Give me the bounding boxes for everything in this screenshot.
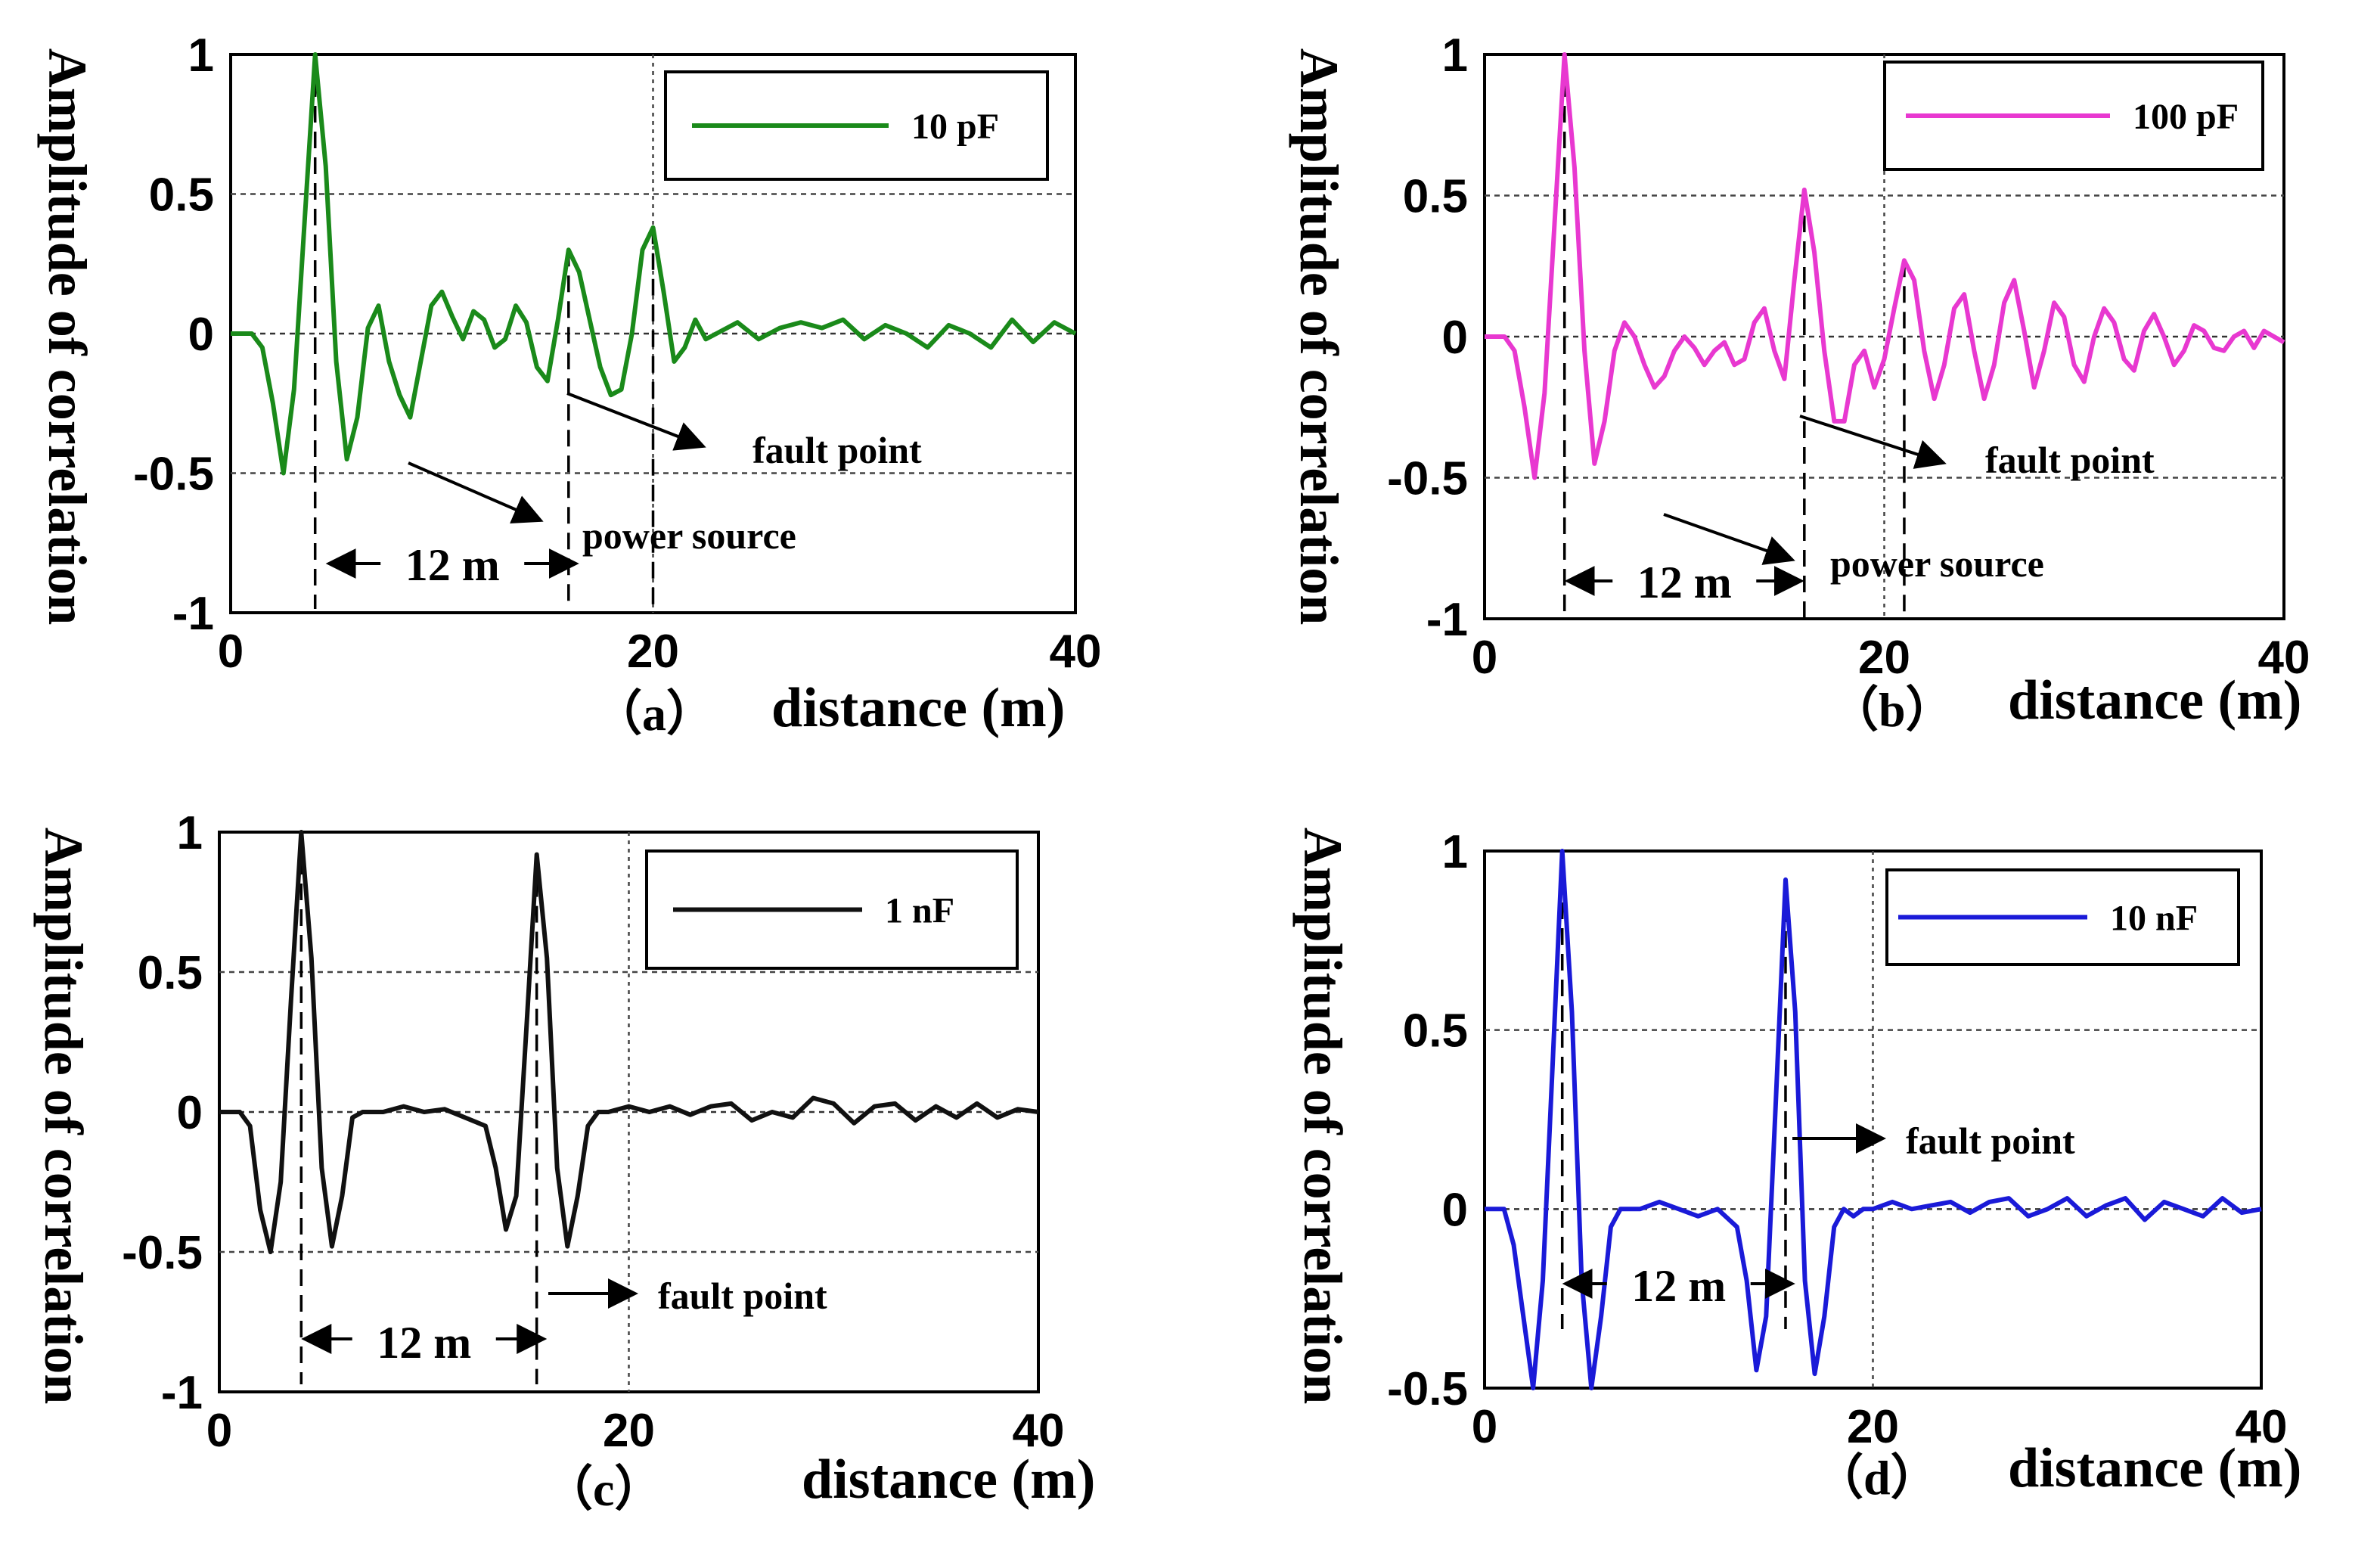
x-tick-label: 0 bbox=[1472, 1401, 1497, 1453]
x-tick-label: 40 bbox=[1013, 1405, 1065, 1457]
x-tick-label: 20 bbox=[603, 1405, 655, 1457]
x-tick-label: 20 bbox=[627, 626, 679, 678]
fault-point-arrow bbox=[566, 392, 706, 451]
x-tick-label: 20 bbox=[1858, 632, 1910, 684]
y-axis-title: Amplitude of correlation bbox=[37, 48, 98, 626]
y-axis-title: Amplitude of correlation bbox=[1292, 828, 1353, 1405]
series-line-10-pF bbox=[231, 52, 1077, 476]
power-source-arrow bbox=[408, 461, 544, 524]
x-axis-title: distance (m) bbox=[802, 1449, 1095, 1511]
x-tick-label: 0 bbox=[218, 626, 244, 678]
y-axis-title: Amplitude of correlation bbox=[33, 828, 94, 1405]
series-line-10-nF bbox=[1485, 849, 2262, 1390]
series-line-100-pF bbox=[1485, 52, 2285, 480]
y-tick-label: -0.5 bbox=[122, 1227, 203, 1279]
y-tick-label: 0.5 bbox=[1403, 1005, 1468, 1058]
x-tick-label: 40 bbox=[1050, 626, 1102, 678]
x-axis-title: distance (m) bbox=[771, 677, 1065, 739]
y-tick-label: 1 bbox=[177, 807, 203, 859]
y-axis-title: Amplitude of correlation bbox=[1289, 48, 1349, 626]
y-tick-label: -1 bbox=[161, 1367, 203, 1419]
panel-label: （d） bbox=[1815, 1451, 1939, 1505]
x-axis-title: distance (m) bbox=[2008, 1437, 2301, 1499]
x-tick-label: 0 bbox=[206, 1405, 232, 1457]
y-tick-label: -1 bbox=[172, 588, 214, 640]
y-tick-label: -0.5 bbox=[1387, 1363, 1468, 1415]
panel-label: （a） bbox=[594, 687, 715, 741]
span-label: 12 m bbox=[1637, 558, 1732, 607]
y-tick-label: 1 bbox=[1442, 826, 1468, 878]
x-tick-label: 40 bbox=[2236, 1401, 2288, 1453]
span-label: 12 m bbox=[377, 1318, 471, 1368]
legend-label: 100 pF bbox=[2133, 97, 2239, 137]
fault-point-label: fault point bbox=[752, 429, 922, 471]
y-tick-label: -0.5 bbox=[1387, 453, 1468, 505]
power-source-label: power source bbox=[1830, 542, 2044, 585]
y-tick-label: 0 bbox=[1442, 1184, 1468, 1236]
y-tick-label: -1 bbox=[1426, 594, 1468, 646]
series-line-1-nF bbox=[219, 830, 1039, 1254]
power-source-arrow bbox=[1663, 513, 1795, 565]
x-tick-label: 20 bbox=[1847, 1401, 1899, 1453]
y-tick-label: 0 bbox=[177, 1087, 203, 1139]
legend-label: 10 nF bbox=[2110, 899, 2198, 939]
y-tick-label: 0 bbox=[188, 309, 214, 361]
x-tick-label: 0 bbox=[1472, 632, 1497, 684]
y-tick-label: -0.5 bbox=[133, 449, 214, 501]
panel-label: （b） bbox=[1830, 683, 1954, 737]
power-source-label: power source bbox=[582, 514, 796, 557]
y-tick-label: 0 bbox=[1442, 312, 1468, 364]
x-axis-title: distance (m) bbox=[2008, 669, 2301, 731]
y-tick-label: 0.5 bbox=[138, 947, 203, 999]
span-label: 12 m bbox=[1631, 1261, 1726, 1311]
panel-label: （c） bbox=[545, 1462, 662, 1516]
y-tick-label: 0.5 bbox=[149, 169, 214, 222]
fault-point-arrow bbox=[1799, 415, 1947, 469]
fault-point-label: fault point bbox=[658, 1275, 827, 1317]
x-tick-label: 40 bbox=[2258, 632, 2310, 684]
y-tick-label: 0.5 bbox=[1403, 171, 1468, 223]
legend-label: 10 pF bbox=[911, 107, 999, 147]
span-label: 12 m bbox=[405, 540, 500, 590]
y-tick-label: 1 bbox=[1442, 30, 1468, 82]
y-tick-label: 1 bbox=[188, 30, 214, 82]
fault-point-label: fault point bbox=[1985, 439, 2155, 481]
legend-label: 1 nF bbox=[885, 891, 954, 931]
fault-point-label: fault point bbox=[1906, 1120, 2075, 1162]
